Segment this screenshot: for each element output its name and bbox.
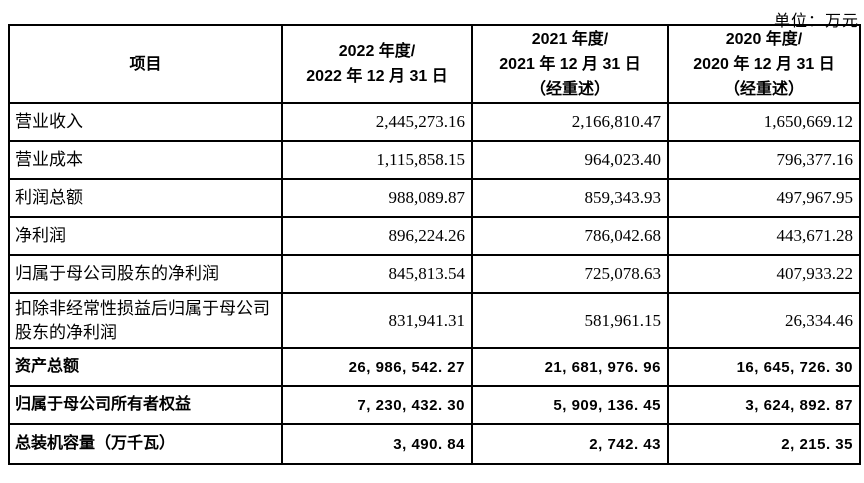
value-2021-cell: 5, 909, 136. 45 [471,385,669,425]
col-header-2021-line2: 2021 年 12 月 31 日 [499,55,641,73]
table-row: 归属于母公司股东的净利润 845,813.54 725,078.63 407,9… [8,254,861,294]
value-2020-cell: 443,671.28 [667,216,861,256]
value-2022-cell: 26, 986, 542. 27 [281,347,473,387]
row-label-parent-equity: 归属于母公司所有者权益 [8,385,283,425]
value-2021-cell: 725,078.63 [471,254,669,294]
col-header-item-label: 项目 [129,55,162,73]
table-row: 营业成本 1,115,858.15 964,023.40 796,377.16 [8,140,861,180]
value-2020-cell: 16, 645, 726. 30 [667,347,861,387]
value-2022-cell: 831,941.31 [281,292,473,349]
value-2022-cell: 7, 230, 432. 30 [281,385,473,425]
value-2020-cell: 1,650,669.12 [667,102,861,142]
value-2021-cell: 21, 681, 976. 96 [471,347,669,387]
table-row: 总装机容量（万千瓦） 3, 490. 84 2, 742. 43 2, 215.… [8,423,861,465]
value-2020-cell: 3, 624, 892. 87 [667,385,861,425]
table-row: 资产总额 26, 986, 542. 27 21, 681, 976. 96 1… [8,347,861,387]
value-2022-cell: 1,115,858.15 [281,140,473,180]
col-header-2020-line2: 2020 年 12 月 31 日 [693,55,835,73]
col-header-2022-line1: 2022 年度/ [338,43,416,60]
value-2020-cell: 26,334.46 [667,292,861,349]
col-header-2021: 2021 年度/ 2021 年 12 月 31 日 （经重述） [471,24,669,104]
value-2021-cell: 2, 742. 43 [471,423,669,465]
value-2020-cell: 2, 215. 35 [667,423,861,465]
table-row: 净利润 896,224.26 786,042.68 443,671.28 [8,216,861,256]
value-2020-cell: 796,377.16 [667,140,861,180]
row-label-net-profit-deducted: 扣除非经常性损益后归属于母公司股东的净利润 [8,292,283,349]
value-2021-cell: 2,166,810.47 [471,102,669,142]
value-2022-cell: 3, 490. 84 [281,423,473,465]
unit-label: 单位：万元 [773,13,859,30]
value-2020-cell: 497,967.95 [667,178,861,218]
row-label-installed-capacity: 总装机容量（万千瓦） [8,423,283,465]
row-label-operating-revenue: 营业收入 [8,102,283,142]
table-row: 扣除非经常性损益后归属于母公司股东的净利润 831,941.31 581,961… [8,292,861,349]
col-header-2020: 2020 年度/ 2020 年 12 月 31 日 （经重述） [667,24,861,104]
value-2022-cell: 896,224.26 [281,216,473,256]
value-2021-cell: 581,961.15 [471,292,669,349]
col-header-2020-line3: （经重述） [723,80,804,98]
table-row: 营业收入 2,445,273.16 2,166,810.47 1,650,669… [8,102,861,142]
table-header-row: 项目 2022 年度/ 2022 年 12 月 31 日 2021 年度/ 20… [8,24,861,104]
col-header-item: 项目 [8,24,283,104]
col-header-2022-line2: 2022 年 12 月 31 日 [306,68,448,85]
row-label-net-profit: 净利润 [8,216,283,256]
table-row: 利润总额 988,089.87 859,343.93 497,967.95 [8,178,861,218]
col-header-2021-line3: （经重述） [529,80,610,98]
col-header-2020-line1: 2020 年度/ [725,30,803,48]
col-header-2021-line1: 2021 年度/ [531,30,609,48]
value-2021-cell: 786,042.68 [471,216,669,256]
row-label-net-profit-parent: 归属于母公司股东的净利润 [8,254,283,294]
row-label-total-assets: 资产总额 [8,347,283,387]
value-2020-cell: 407,933.22 [667,254,861,294]
col-header-2022: 2022 年度/ 2022 年 12 月 31 日 [281,24,473,104]
value-2022-cell: 2,445,273.16 [281,102,473,142]
value-2022-cell: 845,813.54 [281,254,473,294]
row-label-operating-cost: 营业成本 [8,140,283,180]
row-label-total-profit: 利润总额 [8,178,283,218]
table-row: 归属于母公司所有者权益 7, 230, 432. 30 5, 909, 136.… [8,385,861,425]
value-2022-cell: 988,089.87 [281,178,473,218]
value-2021-cell: 859,343.93 [471,178,669,218]
value-2021-cell: 964,023.40 [471,140,669,180]
financial-summary-table: 项目 2022 年度/ 2022 年 12 月 31 日 2021 年度/ 20… [8,24,861,465]
